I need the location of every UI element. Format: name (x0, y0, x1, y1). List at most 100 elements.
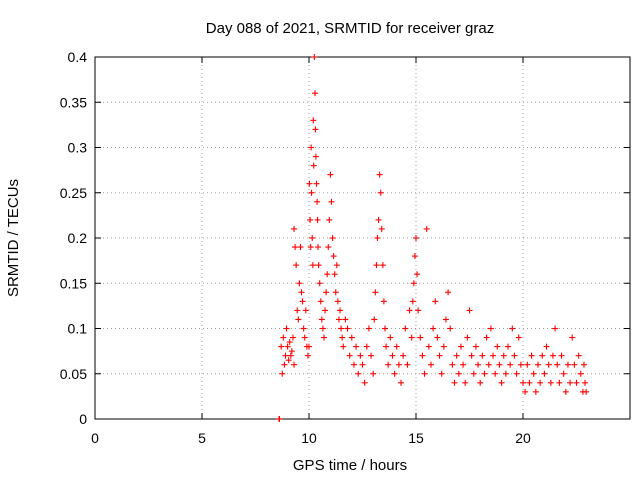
data-point (278, 343, 285, 350)
y-tick-label: 0 (79, 411, 87, 427)
data-point (400, 352, 407, 359)
data-point (430, 325, 437, 332)
data-point (282, 352, 289, 359)
data-point (582, 379, 589, 386)
data-point (320, 334, 327, 341)
data-point (415, 307, 422, 314)
data-point (427, 361, 434, 368)
data-point (507, 361, 514, 368)
data-point (492, 370, 499, 377)
data-point (496, 361, 503, 368)
data-point (308, 144, 315, 151)
data-point (314, 198, 321, 205)
data-point (395, 361, 402, 368)
y-tick-label: 0.35 (60, 94, 87, 110)
data-point (289, 334, 296, 341)
data-point (438, 370, 445, 377)
data-point (286, 339, 293, 346)
data-point (509, 325, 516, 332)
data-point (440, 343, 447, 350)
chart-title: Day 088 of 2021, SRMTID for receiver gra… (206, 20, 494, 37)
data-point (414, 271, 421, 278)
data-point (319, 325, 326, 332)
data-point (309, 262, 316, 269)
data-point (453, 352, 460, 359)
data-point (475, 361, 482, 368)
data-point (447, 325, 454, 332)
data-point (363, 343, 370, 350)
data-point (462, 379, 469, 386)
data-point (549, 352, 556, 359)
data-point (276, 416, 283, 422)
data-point (502, 370, 509, 377)
data-point (558, 352, 565, 359)
data-point (556, 379, 563, 386)
data-point (545, 361, 552, 368)
data-point (322, 307, 329, 314)
data-point (344, 325, 351, 332)
data-point (380, 298, 387, 305)
data-point (419, 352, 426, 359)
data-point (315, 262, 322, 269)
data-point (306, 343, 312, 350)
data-point (479, 352, 486, 359)
data-point (560, 370, 567, 377)
data-point (307, 244, 314, 251)
data-point (361, 379, 368, 386)
data-point (528, 352, 535, 359)
data-point (324, 271, 331, 278)
data-point (299, 298, 306, 305)
x-tick-label: 15 (408, 430, 424, 446)
data-point (334, 298, 341, 305)
data-point (339, 334, 346, 341)
data-point (477, 379, 484, 386)
data-point (515, 334, 522, 341)
data-point (280, 334, 287, 341)
data-point (328, 198, 335, 205)
y-tick-label: 0.2 (68, 230, 88, 246)
data-point (583, 388, 590, 395)
data-point (522, 388, 529, 395)
data-point (309, 235, 316, 241)
data-point (571, 361, 578, 368)
data-point (298, 289, 305, 296)
data-point (310, 162, 317, 169)
data-point (283, 325, 290, 332)
data-point (376, 171, 383, 178)
data-point (375, 216, 382, 223)
data-point (539, 352, 546, 359)
data-point (573, 379, 580, 386)
data-point (575, 352, 582, 359)
data-point (338, 325, 345, 332)
data-point (505, 343, 512, 350)
data-point (541, 370, 548, 377)
data-point (434, 334, 441, 341)
data-point (408, 334, 415, 341)
data-point (342, 316, 349, 323)
data-point (301, 334, 308, 341)
data-point (406, 307, 413, 314)
data-point (537, 379, 544, 386)
data-point (410, 280, 417, 287)
data-point (552, 325, 559, 332)
y-tick-label: 0.4 (68, 49, 88, 65)
x-axis-label: GPS time / hours (293, 457, 407, 474)
data-point (295, 316, 302, 323)
data-point (445, 289, 452, 296)
data-point (365, 325, 372, 332)
y-tick-label: 0.3 (68, 140, 88, 156)
data-point (372, 289, 379, 296)
data-point (547, 379, 554, 386)
data-point (481, 370, 488, 377)
data-points (276, 54, 590, 422)
data-point (325, 244, 332, 251)
data-point (468, 352, 475, 359)
data-point (451, 379, 458, 386)
data-point (370, 370, 377, 377)
data-point (312, 153, 319, 160)
data-point (436, 352, 443, 359)
data-point (327, 171, 334, 178)
data-point (413, 235, 419, 241)
data-point (353, 343, 360, 350)
data-point (524, 361, 531, 368)
